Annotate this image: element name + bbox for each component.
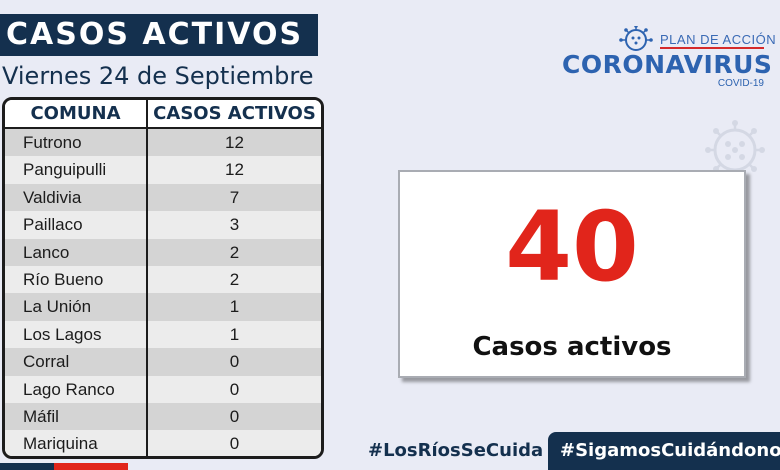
comuna-cell: Panguipulli (5, 156, 148, 184)
report-date: Viernes 24 de Septiembre (2, 62, 314, 90)
casos-cell: 2 (229, 242, 240, 262)
comuna-cell: La Unión (5, 293, 148, 321)
casos-cell: 7 (229, 187, 240, 207)
cases-table: COMUNA CASOS ACTIVOS Futrono 12 Panguipul… (2, 97, 324, 459)
table-row: Futrono 12 (5, 129, 321, 157)
comuna-cell: Río Bueno (5, 265, 148, 294)
table-row: Máfil 0 (5, 402, 321, 431)
table-row: Lago Ranco 0 (5, 375, 321, 403)
casos-cell: 0 (229, 406, 240, 426)
column-header-comuna: COMUNA (5, 100, 148, 127)
table-body: Futrono 12 Panguipulli 12 Valdivia 7 Pailla… (5, 129, 321, 456)
casos-cell: 1 (229, 297, 240, 317)
table-header: COMUNA CASOS ACTIVOS (5, 100, 321, 129)
plan-coronavirus-logo: PLAN DE ACCIÓN CORONAVIRUS COVID-19 (562, 26, 776, 90)
comuna-cell: Lanco (5, 238, 148, 266)
total-cases-number: 40 (505, 191, 639, 303)
footer-strip-red (54, 463, 128, 470)
comuna-cell: Máfil (5, 402, 148, 431)
table-row: Los Lagos 1 (5, 320, 321, 349)
table-row: Lanco 2 (5, 238, 321, 266)
page-title: CASOS ACTIVOS (6, 17, 304, 52)
casos-cell: 1 (229, 324, 240, 344)
logo-main-text: CORONAVIRUS (562, 50, 773, 79)
table-row: La Unión 1 (5, 293, 321, 321)
table-row: Río Bueno 2 (5, 265, 321, 294)
logo-covid-text: COVID-19 (717, 78, 764, 89)
comuna-cell: Mariquina (5, 430, 148, 456)
casos-cell: 12 (225, 133, 244, 152)
casos-cell: 2 (229, 269, 240, 289)
casos-cell: 3 (229, 215, 240, 235)
comuna-cell: Valdivia (5, 183, 148, 212)
logo-underline (660, 47, 764, 49)
table-row: Paillaco 3 (5, 211, 321, 239)
casos-cell: 0 (229, 352, 240, 372)
logo-plan-text: PLAN DE ACCIÓN (660, 32, 777, 47)
table-row: Valdivia 7 (5, 183, 321, 212)
comuna-cell: Futrono (5, 129, 148, 157)
casos-cell: 0 (229, 434, 240, 454)
comuna-cell: Corral (5, 348, 148, 376)
hashtag-sigamos: #SigamosCuidándonos (548, 432, 780, 470)
table-row: Mariquina 0 (5, 430, 321, 456)
comuna-cell: Paillaco (5, 211, 148, 239)
comuna-cell: Lago Ranco (5, 375, 148, 403)
casos-cell: 0 (229, 379, 240, 399)
hashtag-sigamos-text: #SigamosCuidándonos (560, 440, 780, 461)
coronavirus-icon (619, 26, 653, 51)
footer-strip-navy (0, 463, 54, 470)
total-cases-card: 40 Casos activos (398, 170, 746, 378)
table-row: Panguipulli 12 (5, 156, 321, 184)
column-header-casos: CASOS ACTIVOS (153, 103, 316, 124)
total-cases-label: Casos activos (472, 332, 672, 362)
hashtag-los-rios: #LosRíosSeCuida (368, 440, 544, 461)
comuna-cell: Los Lagos (5, 320, 148, 349)
table-row: Corral 0 (5, 348, 321, 376)
casos-cell: 12 (225, 160, 244, 180)
title-banner: CASOS ACTIVOS (0, 14, 318, 56)
